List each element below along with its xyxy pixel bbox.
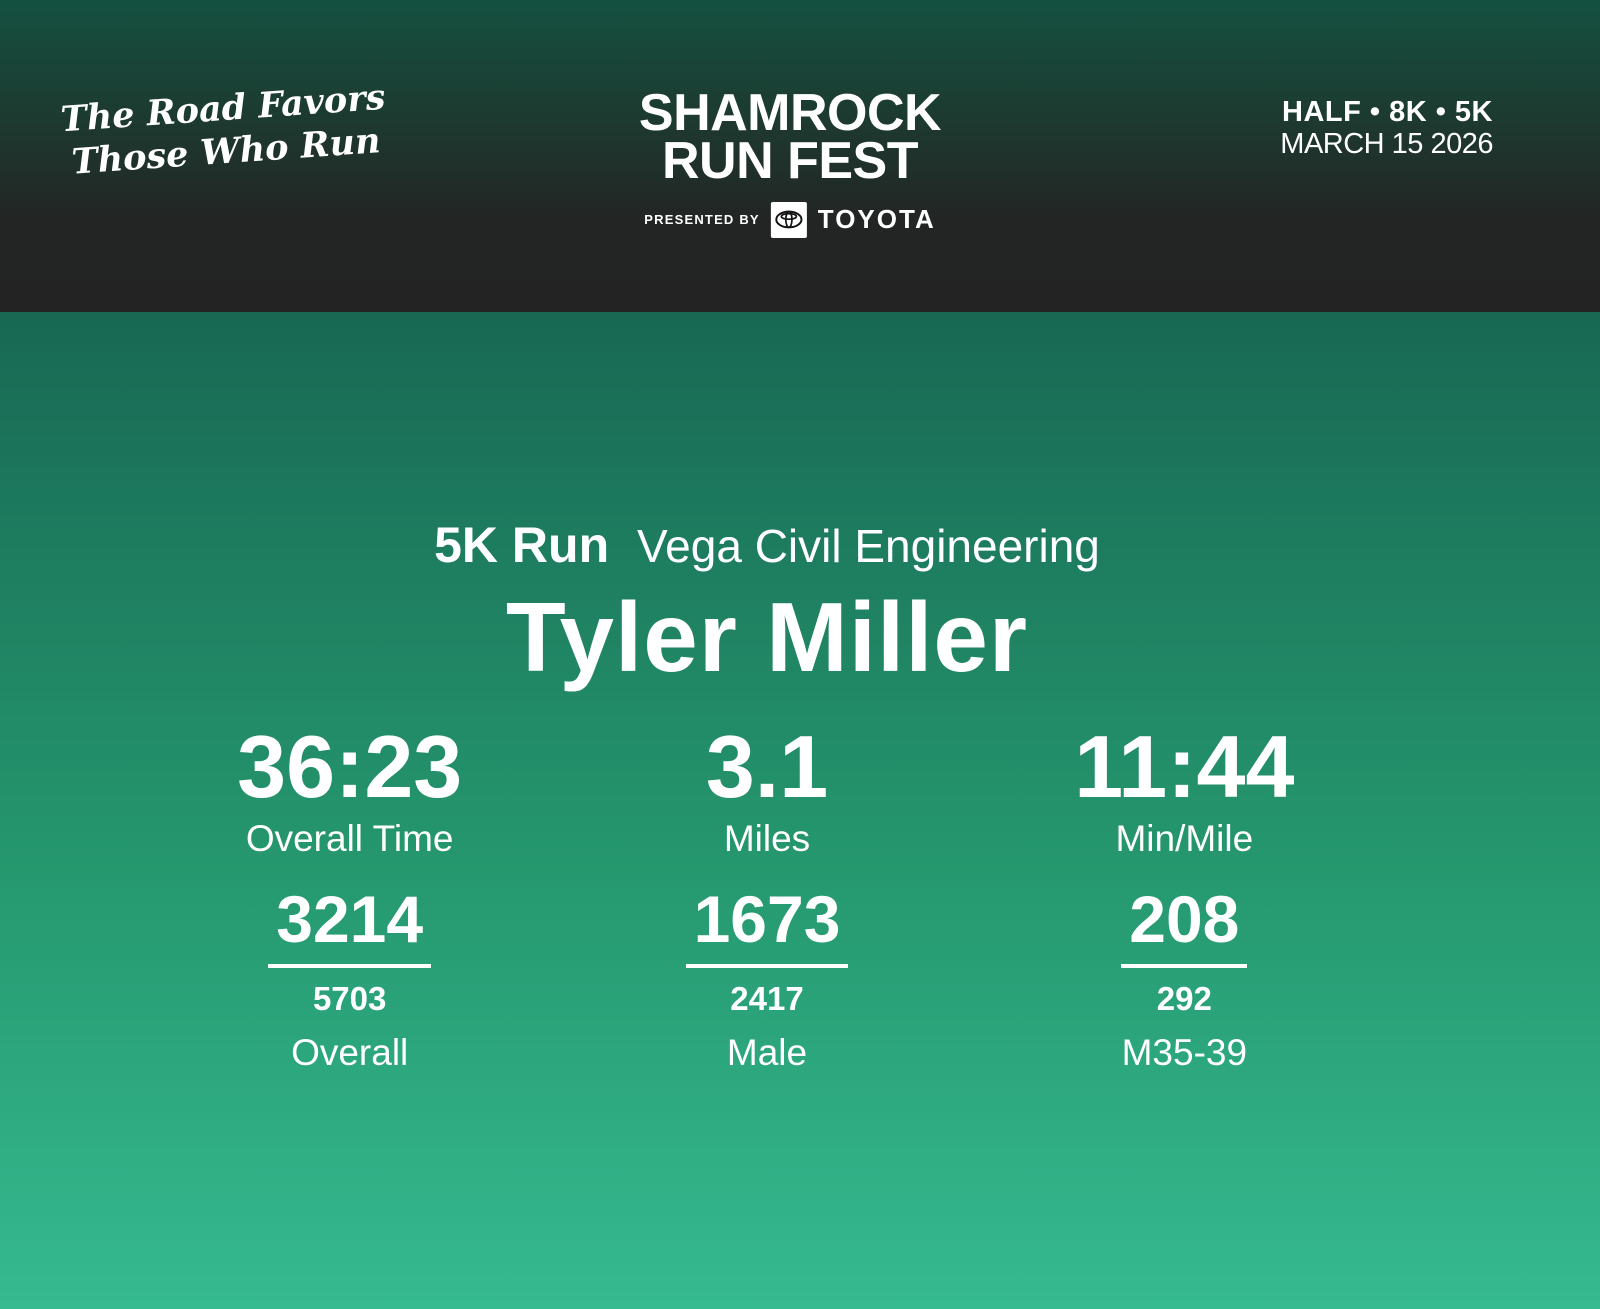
event-title-line-1: SHAMROCK [638,84,942,142]
event-title-line-2: RUN FEST [662,131,919,190]
stat-label: Min/Mile [1115,817,1254,859]
rank-label: Male [726,1031,808,1073]
rank-overall: 3214 5703 Overall [141,886,558,1074]
stat-overall-time: 36:23 Overall Time [141,719,558,860]
stat-value: 11:44 [1074,716,1295,816]
stats-row: 36:23 Overall Time 3.1 Miles 11:44 Min/M… [141,719,1393,860]
rank-place: 1673 [685,886,849,968]
stat-miles: 3.1 Miles [558,719,975,860]
presented-by-row: PRESENTED BY TOYOTA [639,201,941,238]
presented-by-label: PRESENTED BY [644,212,760,228]
race-and-team-line: 5K Run Vega Civil Engineering [141,518,1393,573]
stat-label: Overall Time [245,817,454,859]
rank-label: M35-39 [1121,1031,1248,1073]
rank-place: 3214 [268,886,432,968]
runner-name: Tyler Miller [505,582,1029,692]
event-title: SHAMROCK RUN FEST [638,84,942,190]
rank-total: 292 [1156,979,1212,1017]
race-distances-date: HALF • 8K • 5K MARCH 15 2026 [1280,96,1493,161]
rank-total: 5703 [312,979,387,1017]
result-card: 5K Run Vega Civil Engineering Tyler Mill… [141,518,1393,1074]
event-header: The Road Favors Those Who Run SHAMROCK R… [0,0,1600,312]
stat-pace: 11:44 Min/Mile [976,719,1393,860]
event-tagline: The Road Favors Those Who Run [59,77,389,185]
event-date: MARCH 15 2026 [1280,128,1493,161]
stat-value: 3.1 [705,716,829,816]
toyota-emblem-icon [770,201,807,238]
rank-total: 2417 [730,979,804,1017]
race-name: 5K Run [434,517,610,573]
rank-gender: 1673 2417 Male [558,886,975,1074]
rank-label: Overall [291,1031,409,1073]
stat-value: 36:23 [237,716,463,816]
race-distances: HALF • 8K • 5K [1282,96,1493,128]
sponsor-wordmark: TOYOTA [817,204,936,235]
rank-division: 208 292 M35-39 [976,886,1393,1074]
rankings-row: 3214 5703 Overall 1673 2417 Male 208 292… [141,886,1393,1074]
stat-label: Miles [723,817,811,859]
event-logo: SHAMROCK RUN FEST PRESENTED BY TOYOTA [638,84,942,238]
rank-place: 208 [1121,886,1248,968]
result-body: 5K Run Vega Civil Engineering Tyler Mill… [0,312,1600,1309]
team-name: Vega Civil Engineering [637,520,1100,572]
